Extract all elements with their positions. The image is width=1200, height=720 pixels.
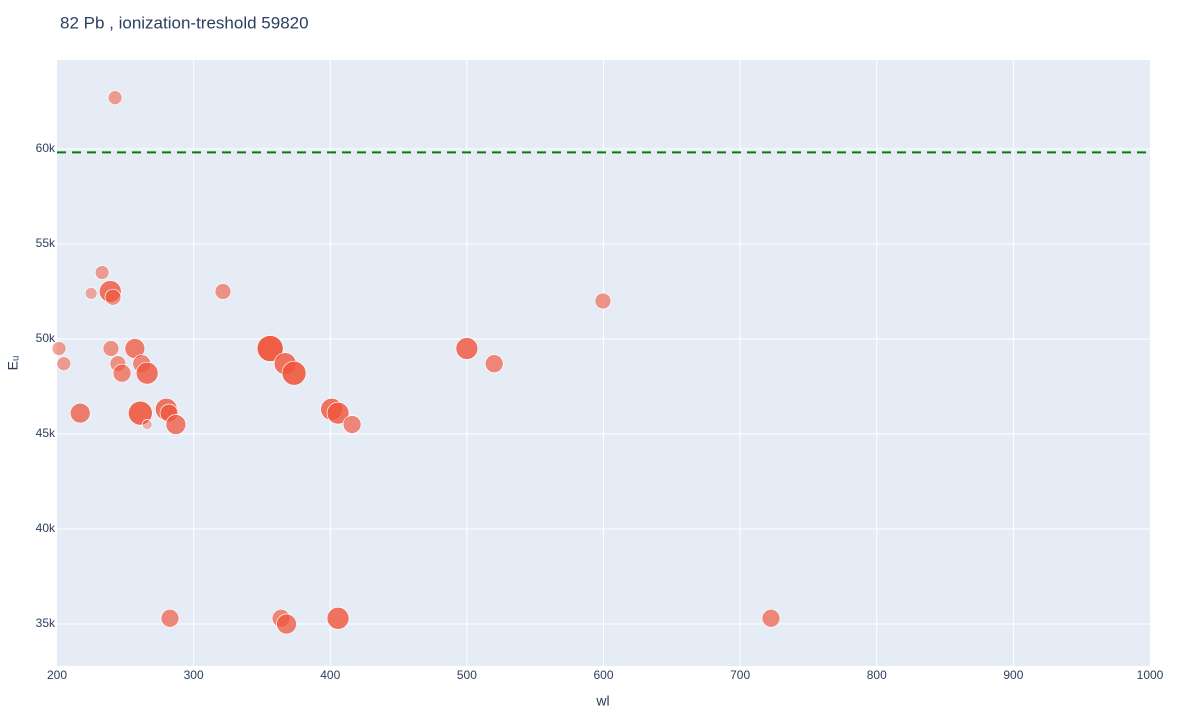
x-tick-label: 700	[730, 668, 750, 682]
y-tick-label: 35k	[36, 616, 56, 630]
point	[104, 288, 122, 306]
chart-title: 82 Pb , ionization-treshold 59820	[60, 13, 309, 32]
x-tick-label: 900	[1003, 668, 1023, 682]
point	[84, 287, 98, 300]
point	[256, 335, 284, 362]
x-tick-label: 200	[47, 668, 67, 682]
y-tick-label: 40k	[36, 521, 56, 535]
point	[94, 265, 110, 280]
point	[214, 283, 232, 300]
x-tick-label: 800	[867, 668, 887, 682]
point	[127, 400, 153, 426]
point	[281, 360, 307, 386]
point	[594, 292, 612, 310]
point	[326, 401, 350, 425]
point	[455, 337, 479, 360]
point	[56, 356, 72, 372]
y-tick-label: 55k	[36, 236, 56, 250]
x-tick-label: 600	[593, 668, 613, 682]
y-axis-label: Eᵤ	[5, 356, 21, 371]
x-tick-label: 500	[457, 668, 477, 682]
y-tick-label: 45k	[36, 426, 56, 440]
point	[326, 606, 350, 630]
x-tick-label: 400	[320, 668, 340, 682]
point	[141, 419, 153, 430]
x-tick-label: 300	[184, 668, 204, 682]
point	[69, 402, 91, 424]
point	[102, 340, 120, 357]
point	[160, 608, 180, 628]
point	[342, 415, 362, 434]
point	[276, 613, 297, 635]
point	[165, 414, 187, 435]
point	[107, 90, 123, 106]
point	[51, 341, 67, 356]
y-tick-label: 60k	[36, 141, 56, 155]
y-tick-label: 50k	[36, 331, 56, 345]
point	[484, 354, 504, 374]
x-axis-label: wl	[595, 693, 609, 709]
point	[112, 363, 132, 383]
point	[761, 608, 781, 628]
point	[135, 361, 159, 385]
x-tick-label: 1000	[1137, 668, 1164, 682]
